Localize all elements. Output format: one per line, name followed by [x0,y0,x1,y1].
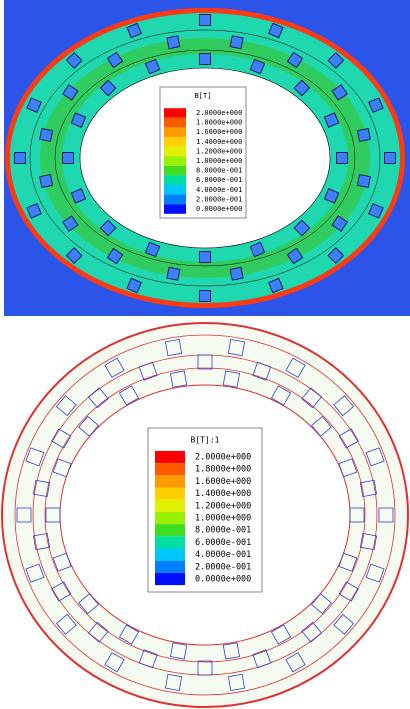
legend-swatch [164,118,186,128]
legend-swatch [164,147,186,157]
bottom-legend: 2.0000e+000 1.8000e+000 1.6000e+000 1.4000e… [155,451,251,585]
slot [385,153,396,164]
legend-label: 1.8000e+000 [195,465,251,475]
legend-label: 1.4000e+000 [196,138,242,146]
legend-swatch [164,195,186,205]
legend-label: 8.0000e-001 [195,526,251,536]
legend-label: 0.0000e+000 [196,205,242,213]
slot [200,15,211,26]
legend-label: 1.8000e+000 [196,119,242,127]
legend-swatch [155,573,185,585]
slot [357,129,370,142]
legend-swatch [155,512,185,524]
legend-swatch [155,536,185,548]
legend-swatch [155,475,185,487]
legend-swatch [155,451,185,463]
figure: B[T] 2.0000e+0001.8000e+0001.6000e+0001.… [0,0,410,709]
legend-swatch [155,488,185,500]
legend-label: 0.0000e+000 [195,575,251,585]
legend-swatch [164,166,186,176]
legend-label: 6.0000e-001 [196,176,242,184]
legend-label: 2.0000e+000 [196,109,242,117]
legend-swatch [155,549,185,561]
legend-swatch [155,500,185,512]
slot [167,36,180,49]
legend-swatch [155,463,185,475]
legend-label: 2.0000e-001 [195,562,251,572]
slot [63,153,74,164]
slot [40,175,53,188]
legend-swatch [164,137,186,147]
legend-label: 1.6000e+000 [195,477,251,487]
legend-swatch [155,561,185,573]
legend-swatch [164,156,186,166]
legend-label: 1.0000e+000 [195,514,251,524]
legend-label: 4.0000e-001 [196,186,242,194]
legend-swatch [164,127,186,137]
legend-swatch [164,204,186,214]
slot [200,54,211,65]
page: {"panels": [ {"legend_title": "B[T]", "l… [0,0,410,709]
legend-label: 1.0000e+000 [196,157,242,165]
slot [357,175,370,188]
legend-label: 1.2000e+000 [195,501,251,511]
bottom-legend-title: B[T]:1 [191,436,220,445]
legend-swatch [164,108,186,118]
legend-label: 1.2000e+000 [196,147,242,155]
legend-label: 8.0000e-001 [196,167,242,175]
slot [337,153,348,164]
legend-label: 4.0000e-001 [195,550,251,560]
slot [15,153,26,164]
slot [200,291,211,302]
legend-label: 6.0000e-001 [195,538,251,548]
legend-label: 2.0000e+000 [195,453,251,463]
slot [40,129,53,142]
top-legend-title: B[T] [195,92,212,100]
legend-label: 2.0000e-001 [196,195,242,203]
legend-swatch [164,175,186,185]
legend-label: 1.4000e+000 [195,489,251,499]
legend-swatch [164,185,186,195]
slot [167,267,180,280]
slot [230,36,243,49]
legend-swatch [155,524,185,536]
legend-label: 1.6000e+000 [196,128,242,136]
slot [200,252,211,263]
slot [230,267,243,280]
